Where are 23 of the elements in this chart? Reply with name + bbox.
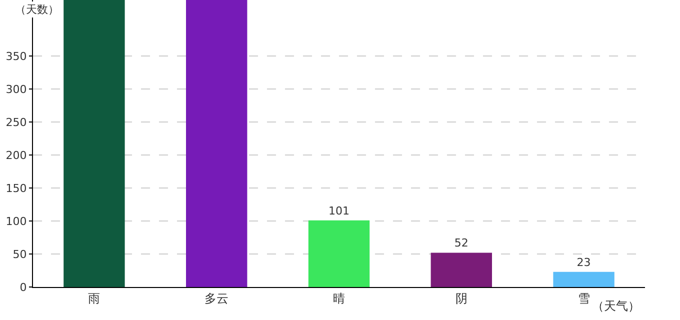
x-axis-title: （天气）	[592, 299, 640, 313]
y-tick-label: 0	[20, 280, 27, 294]
y-tick-label: 150	[6, 182, 27, 195]
y-tick-label: 350	[6, 50, 27, 63]
y-tick-label: 200	[6, 148, 27, 162]
x-tick-label: 多云	[204, 291, 229, 306]
bar	[64, 0, 125, 287]
data-label: 52	[454, 236, 468, 250]
x-tick-label: 雪	[578, 291, 590, 306]
y-axis-title: （天数）	[15, 3, 59, 16]
y-tick-label: 300	[6, 82, 27, 96]
bar	[186, 0, 248, 287]
y-tick-label: 250	[6, 116, 27, 129]
data-label: 23	[576, 256, 591, 269]
y-tick-label: 100	[6, 214, 27, 228]
bar	[553, 272, 614, 287]
y-tick-label: 50	[12, 248, 27, 261]
x-tick-label: 晴	[333, 291, 345, 306]
x-tick-label: 雨	[88, 291, 100, 306]
x-tick-label: 阴	[455, 291, 468, 306]
data-label: 101	[328, 204, 350, 218]
bar	[430, 252, 492, 287]
bar	[308, 220, 370, 287]
